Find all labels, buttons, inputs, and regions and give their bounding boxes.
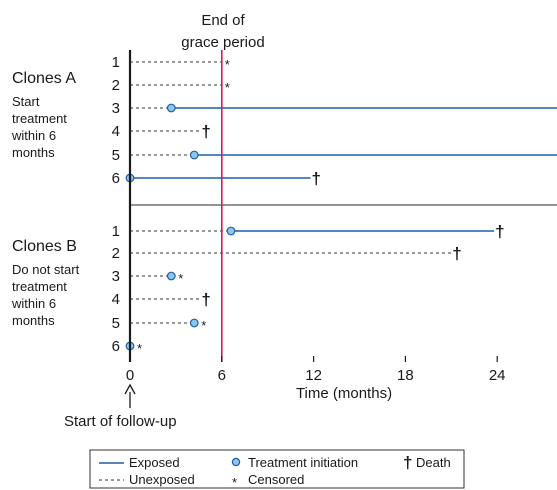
clone-b-row-3-censored-marker: * <box>178 271 183 286</box>
clone-b-row-1-label: 1 <box>112 223 120 240</box>
group-b-desc-line1: Do not start <box>12 262 80 277</box>
clone-a-row-1-censored-marker: * <box>225 57 230 72</box>
start-of-follow-up-label: Start of follow-up <box>64 413 177 430</box>
axes: 0 6 12 18 24 <box>126 50 557 384</box>
clone-a-row-6-death-marker: † <box>312 169 321 188</box>
clone-a-row-5-label: 5 <box>112 147 120 164</box>
group-a-desc-line2: treatment <box>12 111 67 126</box>
clone-b-row-4-label: 4 <box>112 291 120 308</box>
legend-censored-label: Censored <box>248 472 304 487</box>
legend-unexposed-label: Unexposed <box>129 472 195 487</box>
group-a-desc-line4: months <box>12 145 55 160</box>
x-tick-label-6: 6 <box>218 367 226 384</box>
clone-a-row-2-label: 2 <box>112 77 120 94</box>
clone-b-row-6-censored-marker: * <box>137 341 142 356</box>
clone-b-row-1-death-marker: † <box>495 222 504 241</box>
clone-a-row-3-initiation-marker <box>166 103 176 113</box>
x-tick-label-18: 18 <box>397 367 414 384</box>
x-tick-label-12: 12 <box>305 367 322 384</box>
clone-a-row-3-label: 3 <box>112 100 120 117</box>
clone-a-row-6-label: 6 <box>112 170 120 187</box>
clone-rows: 1 * 2 * 3 4 † 5 6 † 1 † 2 † 3 * 4 † 5 * 6 * <box>112 54 557 356</box>
clone-b-row-4-death-marker: † <box>201 290 210 309</box>
clone-a-row-5-initiation-marker <box>189 150 199 160</box>
legend-censored-symbol: * <box>232 475 237 490</box>
legend: Exposed Unexposed Treatment initiation *… <box>89 449 465 490</box>
clone-b-row-2-death-marker: † <box>452 244 461 263</box>
clone-a-row-4-death-marker: † <box>201 122 210 141</box>
group-b-desc-line2: treatment <box>12 279 67 294</box>
clone-a-row-2-censored-marker: * <box>225 80 230 95</box>
clone-b-row-1-initiation-marker <box>226 226 236 236</box>
x-tick-label-0: 0 <box>126 367 134 384</box>
legend-box <box>89 449 465 489</box>
group-a-title: Clones A <box>12 70 76 87</box>
legend-exposed-label: Exposed <box>129 455 180 470</box>
clone-b-row-5-censored-marker: * <box>201 318 206 333</box>
x-axis-title: Time (months) <box>296 385 392 402</box>
clone-a-row-4-label: 4 <box>112 123 120 140</box>
group-b-desc-line4: months <box>12 313 55 328</box>
clone-b-row-3-label: 3 <box>112 268 120 285</box>
legend-initiation-label: Treatment initiation <box>248 455 358 470</box>
group-b-title: Clones B <box>12 238 77 255</box>
group-a-desc-line3: within 6 <box>11 128 56 143</box>
clone-b-row-6-label: 6 <box>112 338 120 355</box>
clone-b-row-5-label: 5 <box>112 315 120 332</box>
start-arrow-head <box>124 383 136 395</box>
clone-a-row-1-label: 1 <box>112 54 120 71</box>
x-tick-label-24: 24 <box>489 367 506 384</box>
grace-period-label-line1: End of <box>201 12 245 29</box>
clone-b-row-5-initiation-marker <box>189 318 199 328</box>
legend-death-symbol: † <box>403 453 412 472</box>
legend-death-label: Death <box>416 455 451 470</box>
group-a-desc-line1: Start <box>12 94 40 109</box>
group-b-desc-line3: within 6 <box>11 296 56 311</box>
grace-period-label-line2: grace period <box>181 34 264 51</box>
legend-initiation-marker <box>231 457 241 467</box>
clone-b-row-2-label: 2 <box>112 245 120 262</box>
clone-b-row-3-initiation-marker <box>166 271 176 281</box>
